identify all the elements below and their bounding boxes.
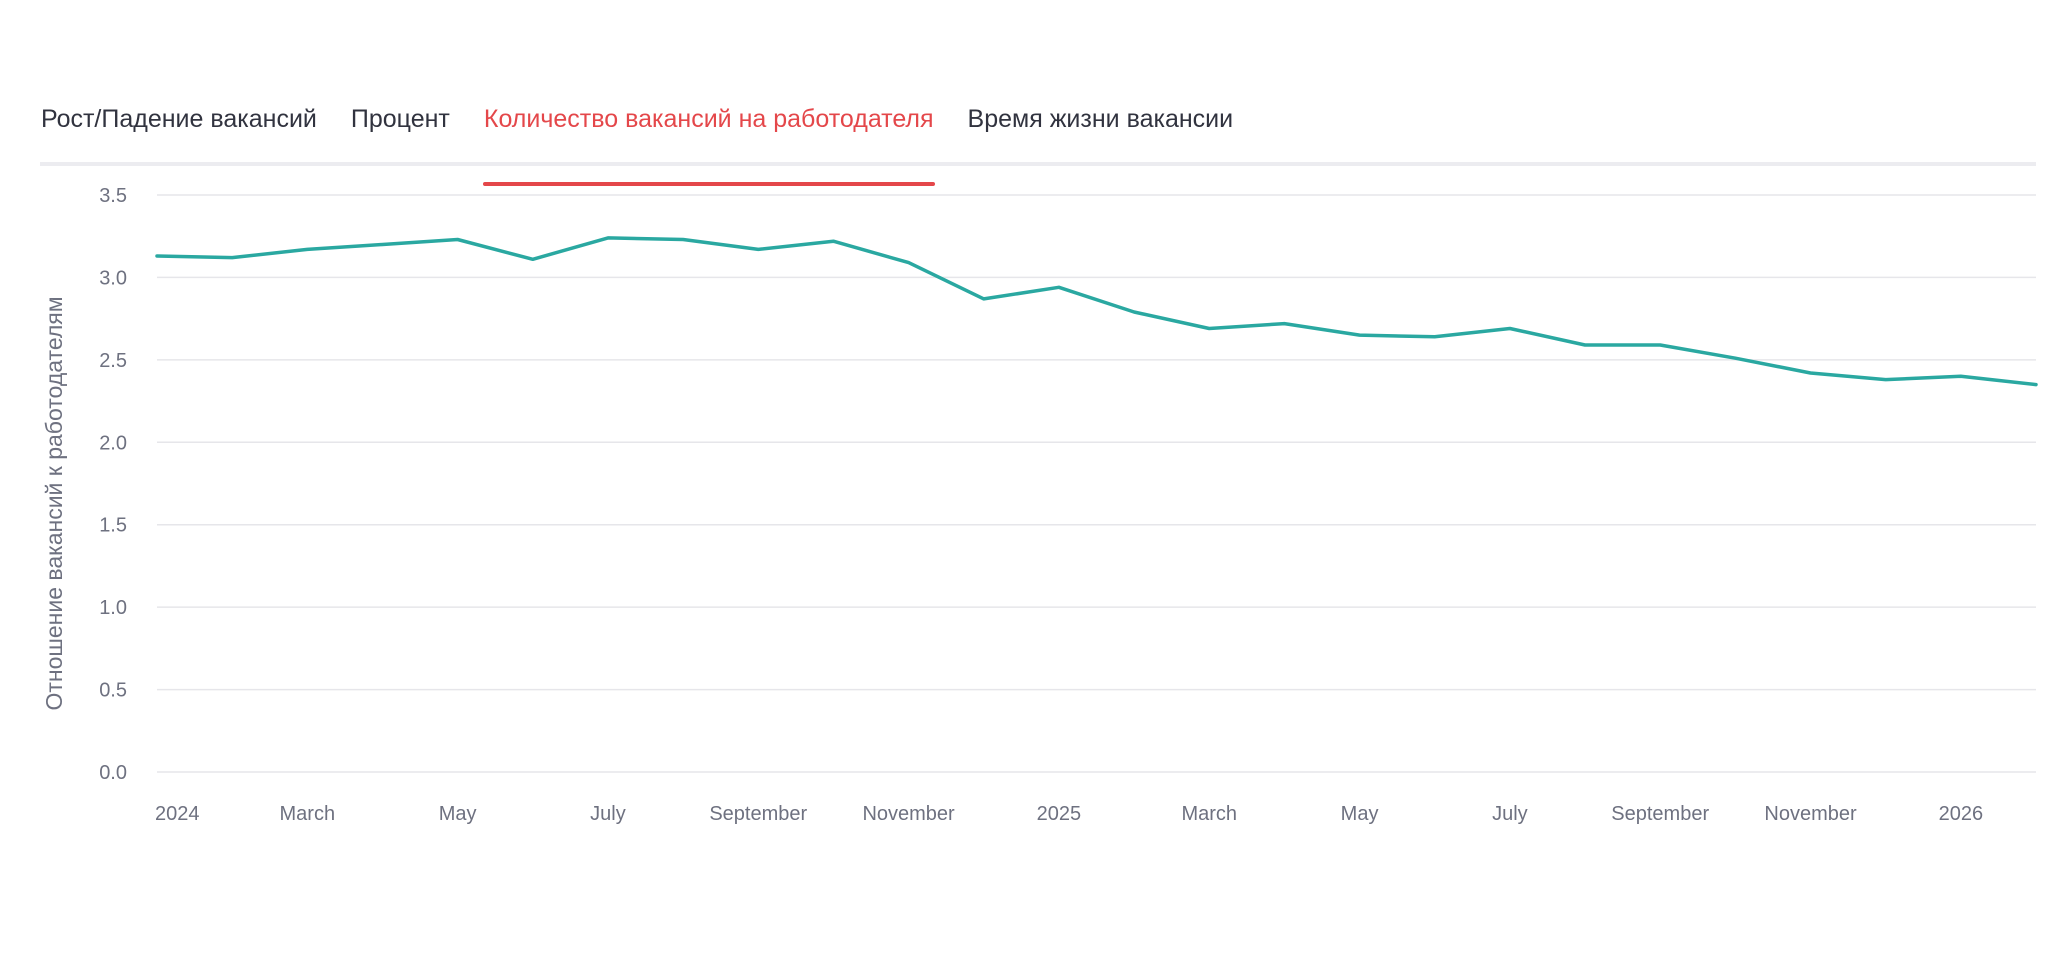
x-tick-label: September xyxy=(1611,803,1709,825)
series-line xyxy=(155,236,2038,387)
tab-vacancies-per-employer[interactable]: Количество вакансий на работодателя xyxy=(482,98,935,186)
data-point xyxy=(229,255,235,261)
y-axis-ticks: 0.0 0.5 1.0 1.5 2.0 2.5 3.0 3.5 xyxy=(99,185,127,784)
x-tick-label: 2026 xyxy=(1939,803,1984,825)
data-point xyxy=(906,260,912,266)
y-tick-label: 0.5 xyxy=(99,680,127,702)
data-points xyxy=(154,235,2039,388)
data-point xyxy=(530,256,536,262)
data-point xyxy=(455,237,461,243)
data-point xyxy=(1657,342,1663,348)
data-point xyxy=(1808,370,1814,376)
data-point xyxy=(830,238,836,244)
data-point xyxy=(1432,334,1438,340)
y-axis-title: Отношение вакансий к работодателям xyxy=(41,296,67,710)
y-tick-label: 2.0 xyxy=(99,432,127,454)
data-point xyxy=(1281,321,1287,327)
data-point xyxy=(1883,377,1889,383)
data-point xyxy=(2033,382,2039,388)
tab-percent[interactable]: Процент xyxy=(350,105,450,133)
data-point xyxy=(981,296,987,302)
x-tick-label: July xyxy=(1492,803,1528,825)
tab-vacancy-growth[interactable]: Рост/Падение вакансий xyxy=(41,105,317,133)
x-tick-label: May xyxy=(439,803,477,825)
x-tick-label: November xyxy=(862,803,955,825)
x-tick-label: March xyxy=(280,803,336,825)
data-point xyxy=(1507,326,1513,332)
data-point xyxy=(1357,332,1363,338)
data-point xyxy=(1131,309,1137,315)
data-point xyxy=(605,235,611,241)
x-tick-label: May xyxy=(1341,803,1379,825)
x-tick-label: September xyxy=(709,803,807,825)
tab-vacancy-lifetime[interactable]: Время жизни вакансии xyxy=(967,105,1234,133)
x-tick-label: March xyxy=(1181,803,1237,825)
y-tick-label: 3.5 xyxy=(99,185,127,207)
data-point xyxy=(380,242,386,248)
data-point xyxy=(1958,373,1964,379)
x-tick-label: November xyxy=(1764,803,1857,825)
x-tick-label: 2025 xyxy=(1037,803,1082,825)
line-chart: 0.0 0.5 1.0 1.5 2.0 2.5 3.0 3.5 2024 March May Jul… xyxy=(41,185,2039,825)
data-point xyxy=(680,237,686,243)
data-point xyxy=(154,253,160,259)
tab-bar: Рост/Падение вакансий Процент Количество… xyxy=(40,98,2036,186)
data-point xyxy=(1056,284,1062,290)
x-tick-label: 2024 xyxy=(155,803,200,825)
y-tick-label: 0.0 xyxy=(99,762,127,784)
x-axis-ticks: 2024 March May July September November 2025 Mar… xyxy=(155,803,1983,825)
data-point xyxy=(755,246,761,252)
data-point xyxy=(1206,326,1212,332)
y-tick-label: 2.5 xyxy=(99,350,127,372)
y-tick-label: 1.5 xyxy=(99,515,127,537)
y-tick-label: 1.0 xyxy=(99,597,127,619)
gridlines xyxy=(157,194,2036,773)
y-tick-label: 3.0 xyxy=(99,267,127,289)
data-point xyxy=(1732,355,1738,361)
data-point xyxy=(1582,342,1588,348)
data-point xyxy=(304,246,310,252)
x-tick-label: July xyxy=(590,803,626,825)
